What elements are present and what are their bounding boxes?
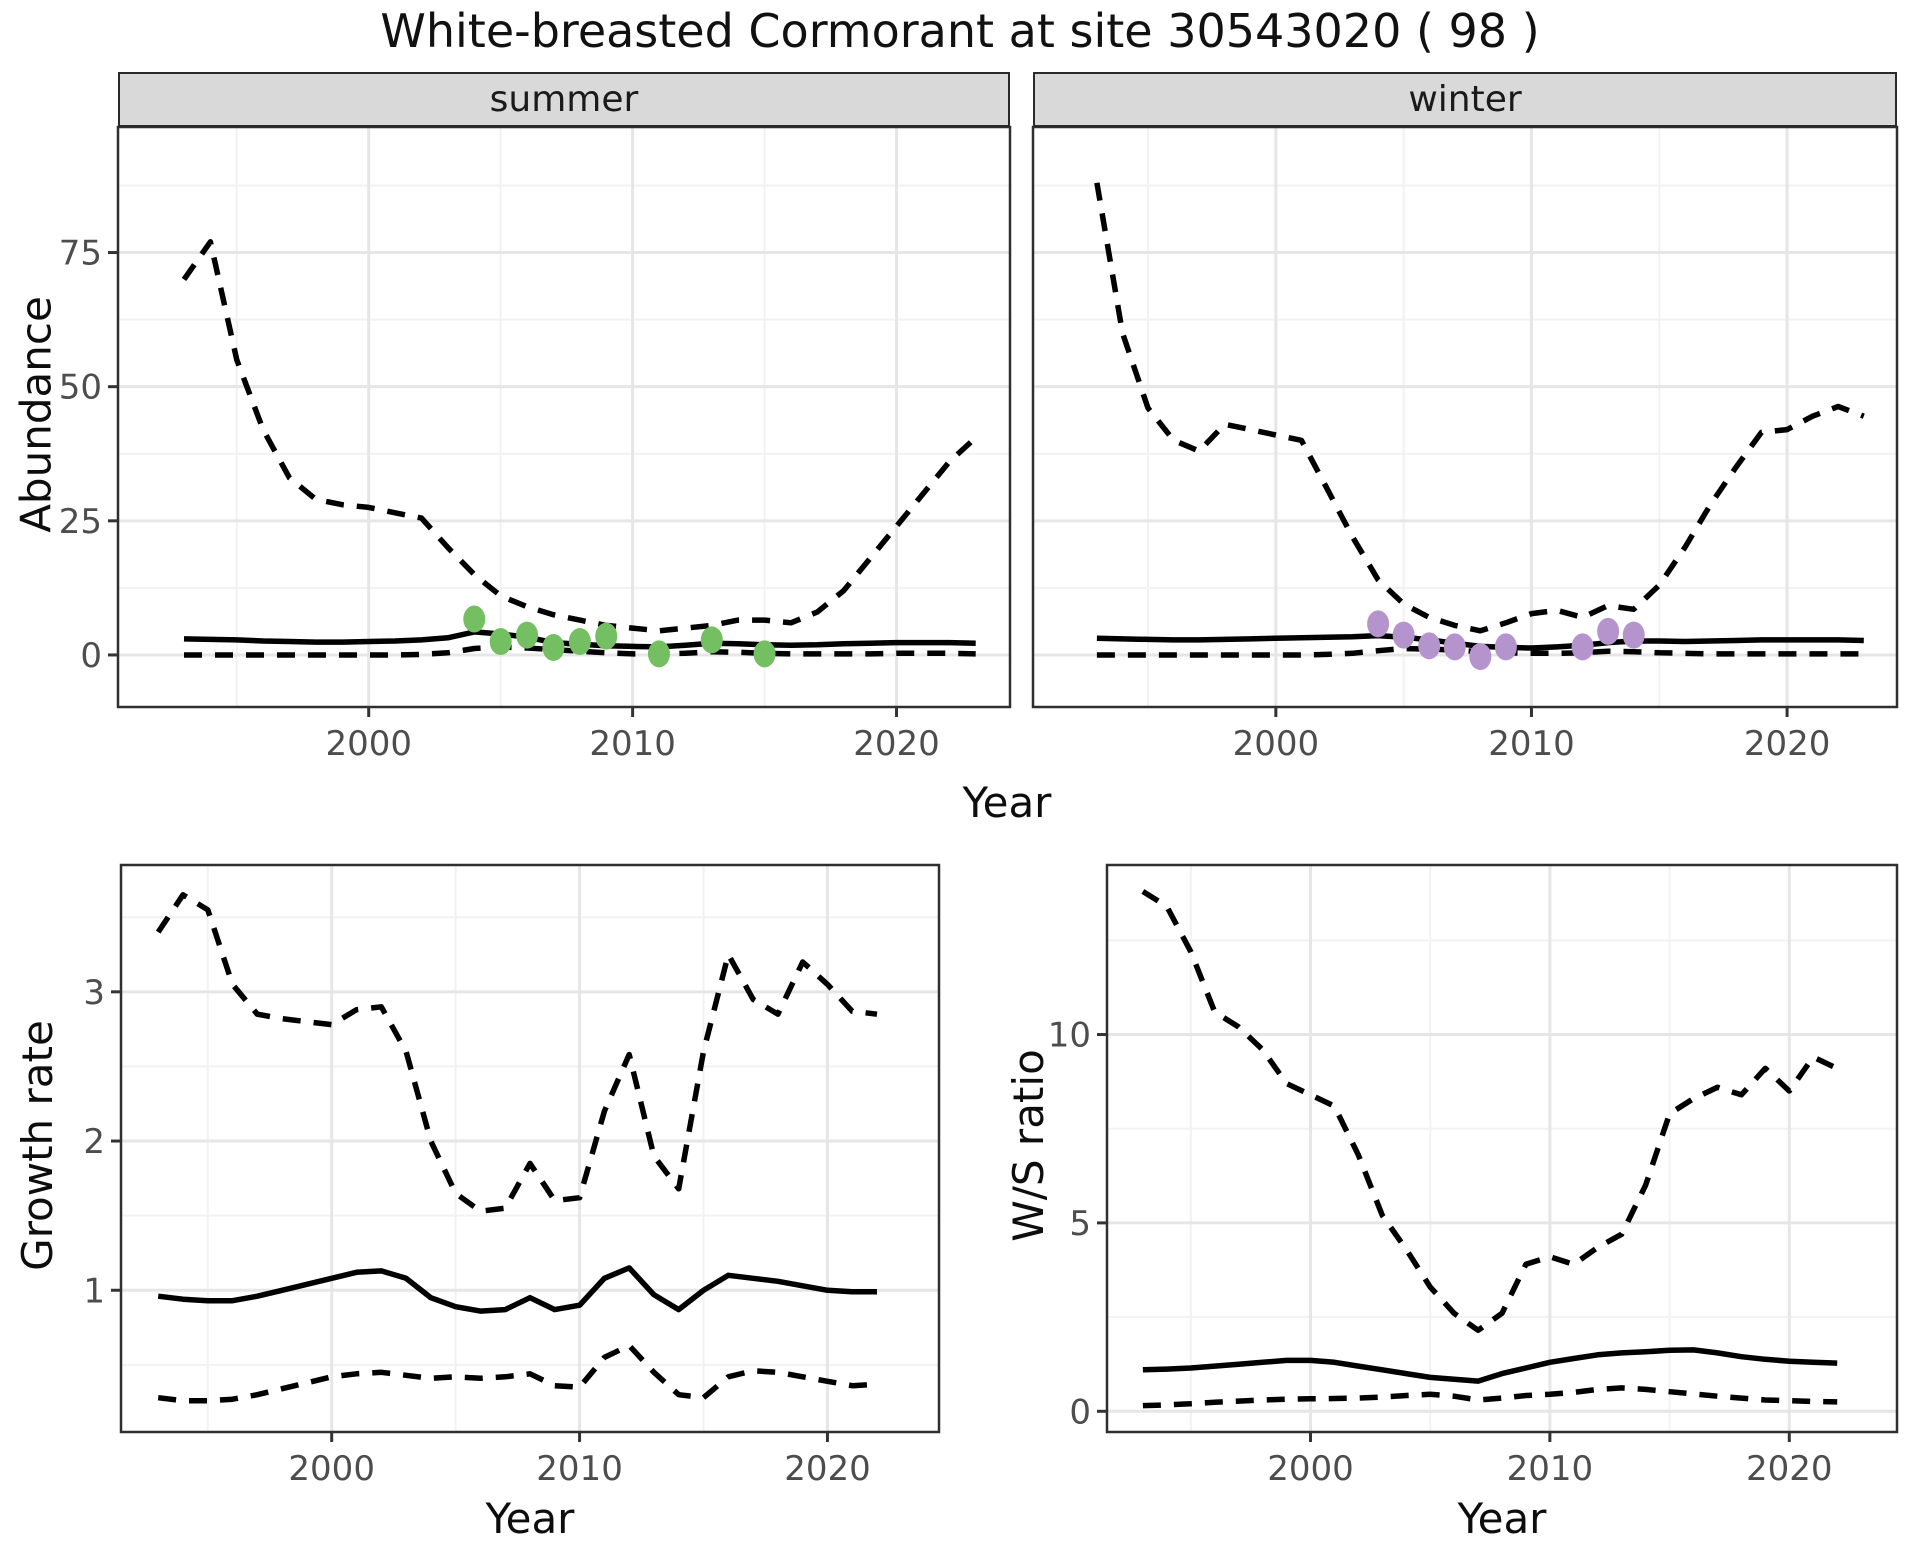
x-tick-label: 2000 (288, 1449, 375, 1489)
series-line-upper_ci (1094, 182, 1865, 634)
series-ws_ratio (1141, 889, 1839, 1409)
y-tick-label: 10 (1048, 1016, 1091, 1056)
data-point (1597, 617, 1620, 645)
x-tick-label: 2020 (1744, 724, 1831, 764)
series-line-lower_ci (157, 1342, 878, 1404)
panel-growth_rate: 2000 2010 2020 1 2 3 (83, 863, 941, 1489)
y-tick-label: 75 (59, 234, 102, 274)
x-tick-label: 2000 (1267, 1449, 1354, 1489)
data-point (1392, 621, 1415, 649)
series-line-lower_ci (1142, 1385, 1838, 1409)
y-tick-label: 3 (83, 973, 105, 1013)
x-tick-label: 2010 (589, 724, 676, 764)
series-line-median (1142, 1347, 1838, 1384)
data-point (516, 621, 539, 649)
observed_counts_winter (1367, 610, 1645, 671)
x-tick-label: 2010 (1507, 1449, 1594, 1489)
x-axis-title-top-year: Year (962, 778, 1052, 827)
data-point (595, 622, 618, 650)
facet-strip-summer-label: summer (489, 79, 639, 120)
y-tick-label: 1 (83, 1271, 105, 1311)
x-tick-label: 2020 (853, 724, 940, 764)
series-line-lower_ci (184, 644, 976, 658)
data-point (1443, 633, 1466, 661)
x-tick-label: 2020 (1746, 1449, 1833, 1489)
y-tick-label: 0 (80, 636, 102, 676)
observed_counts_summer (463, 605, 776, 668)
series-line-upper_ci (181, 239, 978, 634)
gridlines-summer (118, 127, 1010, 707)
x-tick-label: 2020 (784, 1449, 871, 1489)
axis-summer: 2000 2010 2020 0 25 50 75 (59, 234, 940, 764)
data-point (1571, 633, 1594, 661)
x-tick-label: 2000 (325, 724, 412, 764)
data-point (700, 626, 723, 654)
data-point (542, 633, 565, 661)
series-growth_rate (155, 892, 878, 1404)
y-tick-label: 50 (59, 368, 102, 408)
gridlines-growth_rate (121, 865, 939, 1432)
y-axis-title-ws-ratio: W/S ratio (1004, 1049, 1053, 1242)
panel-border-summer (116, 125, 1012, 709)
axis-growth_rate: 2000 2010 2020 1 2 3 (83, 973, 870, 1489)
data-point (648, 640, 671, 668)
axis-winter: 2000 2010 2020 (1233, 707, 1831, 764)
data-point (753, 640, 776, 668)
series-line-upper_ci (155, 892, 878, 1214)
gridlines-winter (1033, 127, 1897, 707)
panel-ws_ratio: 2000 2010 2020 0 5 10 (1048, 863, 1899, 1489)
y-tick-label: 0 (1069, 1392, 1091, 1432)
series-line-median (157, 1265, 877, 1314)
data-point (1622, 621, 1645, 649)
panel-border-winter (1031, 125, 1899, 709)
x-axis-title-ws-year: Year (1457, 1494, 1547, 1543)
x-tick-label: 2010 (1488, 724, 1575, 764)
data-point (463, 605, 486, 633)
panel-summer: 2000 2010 2020 0 25 50 75 (59, 125, 1012, 764)
series-summer (181, 239, 978, 658)
data-point (568, 628, 591, 656)
panel-winter: 2000 2010 2020 (1031, 125, 1899, 764)
page-title: White-breasted Cormorant at site 3054302… (380, 4, 1540, 58)
series-line-upper_ci (1141, 889, 1839, 1334)
panel-border-ws_ratio (1105, 863, 1899, 1434)
x-tick-label: 2000 (1233, 724, 1320, 764)
facet-strip-winter: winter (1033, 72, 1897, 127)
y-tick-label: 2 (83, 1122, 105, 1162)
data-point (1469, 643, 1492, 671)
data-point (1494, 633, 1517, 661)
y-axis-title-growth-rate: Growth rate (13, 1020, 62, 1271)
data-point (1418, 632, 1441, 660)
x-tick-label: 2010 (536, 1449, 623, 1489)
y-tick-label: 25 (59, 502, 102, 542)
axis-ws_ratio: 2000 2010 2020 0 5 10 (1048, 1016, 1833, 1489)
gridlines-ws_ratio (1107, 865, 1897, 1432)
data-point (489, 628, 512, 656)
y-tick-label: 5 (1069, 1204, 1091, 1244)
facet-strip-winter-label: winter (1408, 79, 1522, 120)
data-point (1367, 610, 1390, 638)
x-axis-title-growth-year: Year (485, 1494, 575, 1543)
y-axis-title-abundance: Abundance (11, 296, 61, 533)
panel-border-growth_rate (119, 863, 941, 1434)
facet-strip-summer: summer (118, 72, 1010, 127)
